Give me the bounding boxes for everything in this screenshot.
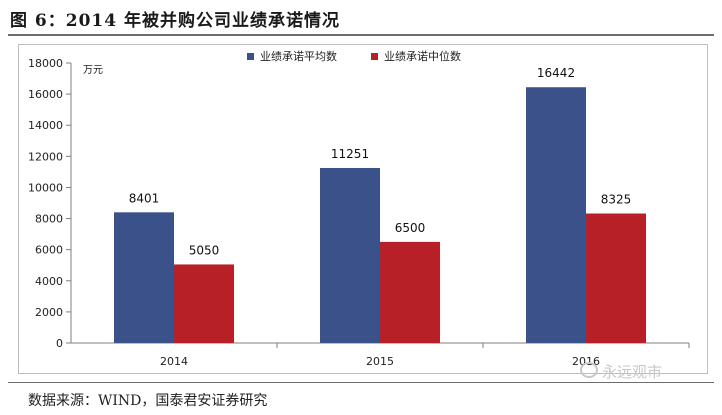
bar bbox=[320, 167, 380, 343]
y-tick-label: 14000 bbox=[28, 119, 63, 132]
bar bbox=[380, 241, 440, 343]
y-tick-label: 10000 bbox=[28, 181, 63, 194]
y-unit-label: 万元 bbox=[83, 65, 103, 76]
y-tick-label: 2000 bbox=[35, 306, 63, 319]
data-label: 11251 bbox=[331, 147, 369, 161]
source-note: 数据来源：WIND，国泰君安证券研究 bbox=[28, 393, 268, 409]
legend: 业绩承诺平均数 业绩承诺中位数 bbox=[247, 49, 461, 63]
x-tick-label: 2015 bbox=[366, 355, 394, 368]
wechat-logo-icon bbox=[580, 362, 598, 378]
axes: 0 2000 4000 6000 8000 10000 12000 14000 16000 180… bbox=[28, 57, 690, 368]
figure-title: 图 6：2014 年被并购公司业绩承诺情况 bbox=[10, 11, 340, 31]
legend-label: 业绩承诺平均数 bbox=[260, 50, 337, 63]
watermark: 永远观市 bbox=[580, 361, 662, 382]
bar-chart: 0 2000 4000 6000 8000 10000 12000 14000 16000 180… bbox=[28, 49, 690, 368]
data-label: 6500 bbox=[395, 221, 426, 235]
y-tick-label: 12000 bbox=[28, 150, 63, 163]
bar bbox=[114, 212, 174, 343]
bar bbox=[174, 264, 234, 343]
legend-swatch bbox=[247, 53, 254, 60]
data-label: 16442 bbox=[537, 66, 575, 80]
legend-label: 业绩承诺中位数 bbox=[384, 49, 461, 63]
y-tick-label: 18000 bbox=[28, 57, 63, 70]
bar bbox=[526, 87, 586, 343]
y-tick-label: 4000 bbox=[35, 275, 63, 288]
title-divider bbox=[8, 34, 714, 36]
data-labels: 8401 5050 11251 6500 16442 8325 bbox=[129, 66, 632, 257]
source-divider bbox=[8, 382, 714, 383]
y-tick-label: 0 bbox=[56, 337, 63, 350]
data-label: 5050 bbox=[189, 243, 220, 257]
bar bbox=[586, 213, 646, 343]
bars bbox=[114, 87, 646, 343]
data-label: 8325 bbox=[601, 193, 632, 207]
data-label: 8401 bbox=[129, 191, 160, 205]
chart-frame: 0 2000 4000 6000 8000 10000 12000 14000 16000 180… bbox=[18, 44, 708, 374]
watermark-text: 永远观市 bbox=[602, 363, 663, 381]
y-tick-label: 6000 bbox=[35, 244, 63, 257]
y-tick-label: 16000 bbox=[28, 88, 63, 101]
y-tick-label: 8000 bbox=[35, 213, 63, 226]
x-tick-label: 2014 bbox=[160, 355, 188, 368]
legend-swatch bbox=[371, 53, 378, 60]
